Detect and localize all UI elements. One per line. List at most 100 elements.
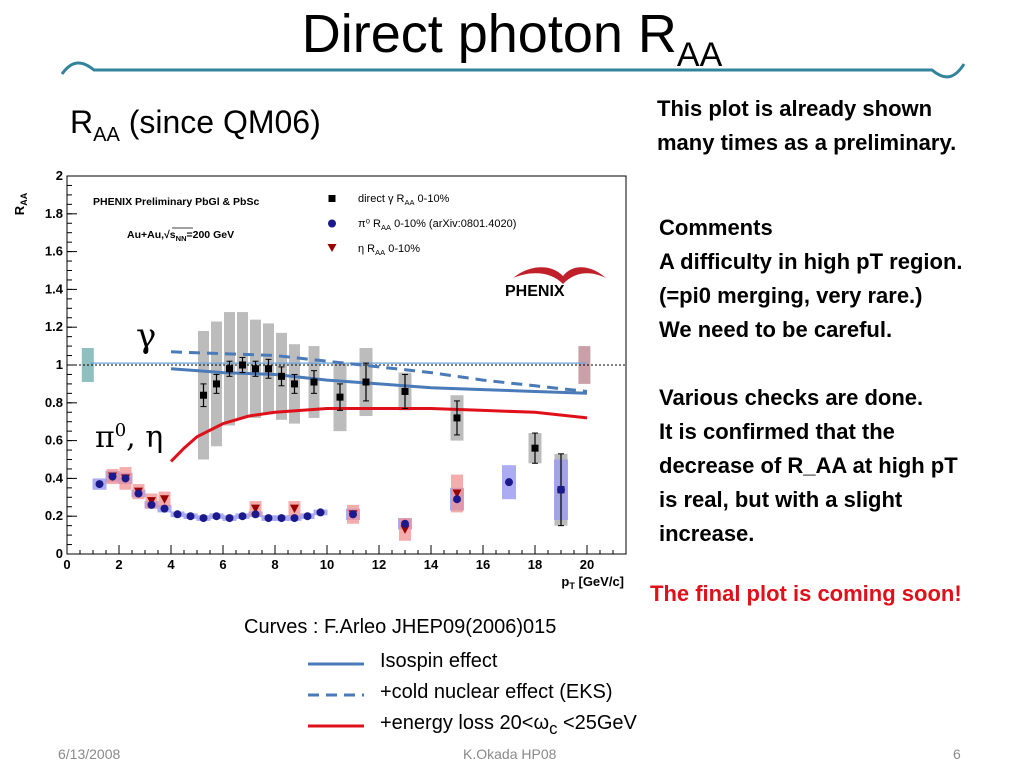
y-tick-label: 1.6: [45, 244, 63, 259]
comment-line: We need to be careful.: [659, 317, 893, 342]
eta-point: [290, 504, 299, 514]
footer-date: 6/13/2008: [58, 746, 121, 762]
gamma-point: [453, 414, 461, 422]
pi0-point: [199, 514, 208, 523]
title-main: Direct photon R: [301, 4, 677, 64]
pi-eta-label: π0, η: [95, 420, 163, 455]
gamma-point: [362, 378, 370, 386]
preliminary-note-line: many times as a preliminary.: [657, 130, 957, 155]
y-tick-label: 2: [56, 168, 63, 183]
legend-marker-triangle: [327, 244, 337, 252]
gamma-point: [336, 393, 344, 401]
final-plot-notice: The final plot is coming soon!: [650, 581, 962, 606]
gamma-point: [310, 378, 318, 386]
x-tick-label: 6: [219, 557, 226, 572]
solid-red-line-icon: [308, 724, 364, 728]
gamma-point: [252, 365, 259, 373]
x-tick-label: 4: [167, 557, 175, 572]
pi0-point: [401, 519, 409, 528]
solid-blue-line-icon: [308, 662, 364, 666]
curve-legend-label-sub: c: [549, 719, 558, 738]
comment-line: increase.: [659, 521, 755, 546]
y-tick-label: 0.6: [45, 433, 63, 448]
y-axis-title: RAA: [12, 192, 29, 215]
comment-line: A difficulty in high pT region.: [659, 249, 963, 274]
comment-spacer: [659, 347, 1019, 381]
eta-point: [452, 489, 462, 499]
pi0-point: [277, 514, 286, 523]
pi0-point: [108, 472, 117, 481]
x-tick-label: 12: [372, 557, 386, 572]
footer-page-number: 6: [953, 746, 961, 762]
legend-entry: π⁰ RAA 0-10% (arXiv:0801.4020): [358, 218, 516, 232]
legend-marker-square: [328, 195, 336, 202]
x-tick-label: 10: [320, 557, 334, 572]
y-tick-label: 0.8: [45, 395, 63, 410]
pi-label: π: [95, 420, 115, 455]
comments-block: Comments A difficulty in high pT region.…: [659, 211, 1019, 551]
curve-legend-label: Isospin effect: [380, 650, 498, 672]
pi0-point: [505, 478, 513, 487]
gamma-point: [239, 361, 246, 369]
gamma-point: [531, 444, 539, 452]
theory-curve: [169, 407, 588, 463]
y-tick-label: 0.4: [45, 470, 64, 485]
curves-title: Curves : F.Arleo JHEP09(2006)015: [244, 616, 557, 638]
gamma-point: [226, 365, 233, 373]
pi0-point: [134, 489, 143, 498]
legend-entry: direct γ RAA 0-10%: [358, 193, 450, 207]
theory-curve: [170, 350, 588, 393]
gamma-point: [291, 380, 298, 388]
experiment-label: PHENIX Preliminary PbGl & PbSc: [93, 196, 259, 208]
pi0-point: [238, 512, 247, 521]
pi0-point: [316, 508, 325, 517]
curve-legend-label-rest: <25GeV: [557, 712, 637, 734]
phenix-logo-wings: [513, 267, 606, 284]
x-tick-label: 0: [63, 557, 70, 572]
eta-point: [400, 525, 410, 534]
pi0-point: [557, 485, 565, 494]
theory-curve: [170, 367, 588, 395]
y-tick-label: 1.2: [45, 319, 63, 334]
pi0-point: [95, 480, 104, 489]
pi0-point: [160, 504, 169, 513]
gamma-point: [278, 372, 285, 380]
gamma-point: [200, 391, 207, 399]
x-axis-title: pT [GeV/c]: [561, 574, 624, 591]
pi0-point: [186, 512, 195, 521]
footer-author: K.Okada HP08: [463, 746, 557, 762]
slide-title: Direct photon RAA: [0, 2, 1024, 87]
phenix-logo: PHENIX: [505, 267, 606, 300]
pi0-point: [264, 514, 273, 523]
gamma-point: [401, 387, 409, 395]
subtitle: RAA (since QM06): [70, 104, 321, 147]
x-tick-label: 8: [271, 557, 278, 572]
comment-line: It is confirmed that the: [659, 419, 895, 444]
raa-chart: 0 2 4 6 8 10 12 14 16 18 2000.20.40.60.811.21.41.6…: [12, 168, 627, 591]
y-tick-label: 0: [56, 546, 63, 561]
x-tick-label: 18: [528, 557, 542, 572]
subtitle-sub: AA: [93, 124, 120, 146]
pi0-point: [173, 510, 182, 519]
y-tick-label: 0.2: [45, 508, 63, 523]
gamma-label: γ: [136, 316, 157, 356]
eta-point: [251, 504, 260, 514]
eta-point: [160, 495, 169, 504]
pi0-point: [225, 514, 234, 523]
comment-line: (=pi0 merging, very rare.): [659, 283, 923, 308]
x-tick-label: 16: [476, 557, 490, 572]
pi0-point: [453, 495, 461, 504]
pi0-point: [121, 474, 130, 483]
preliminary-note: This plot is already shown many times as…: [657, 92, 956, 160]
pi0-point: [147, 500, 156, 509]
pi0-point: [251, 510, 260, 519]
legend-entry: η RAA 0-10%: [358, 243, 420, 257]
x-tick-label: 2: [115, 557, 122, 572]
pi-label-sup: 0: [114, 420, 127, 441]
eta-label: , η: [126, 420, 164, 455]
comment-line: Various checks are done.: [659, 385, 924, 410]
pi0-point: [290, 514, 299, 523]
y-tick-label: 1.4: [45, 281, 64, 296]
dashed-blue-line-icon: [308, 693, 364, 697]
title-underline-wave: [60, 61, 966, 79]
